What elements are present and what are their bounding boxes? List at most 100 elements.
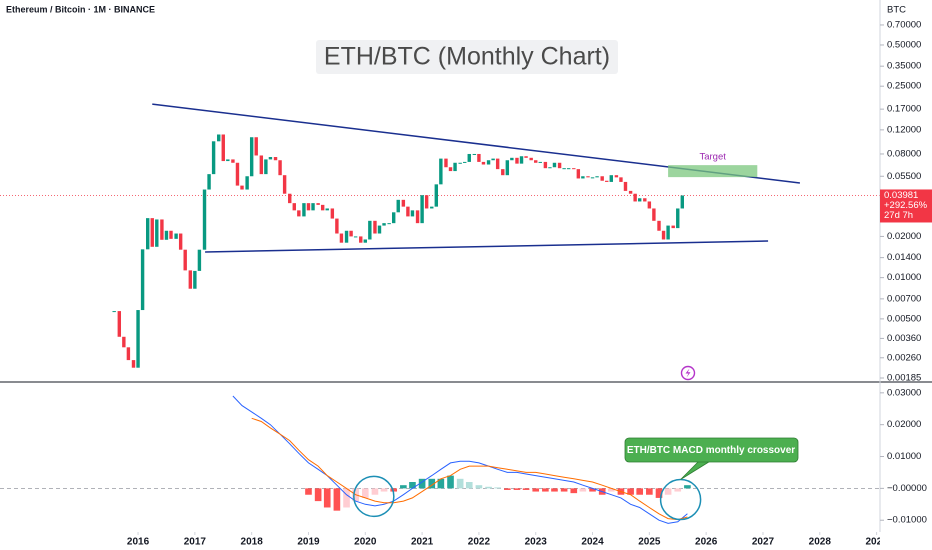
y-tick-label: 0.50000 — [887, 39, 921, 50]
candle-body — [122, 336, 126, 348]
candle-body — [448, 167, 453, 172]
candle-body — [643, 198, 647, 202]
y-tick-label: 0.00500 — [887, 313, 921, 324]
candle-body — [538, 161, 542, 163]
candle-body — [529, 157, 533, 161]
candle-body — [657, 220, 661, 231]
macd-histogram-bar — [465, 482, 473, 489]
candle-body — [282, 175, 287, 194]
candle-body — [349, 230, 353, 237]
axis-labels: 0.70000 0.50000 0.35000 0.25000 0.17000 0.120… — [880, 19, 932, 526]
currency-label: BTC — [887, 5, 906, 16]
macd-histogram-bar — [437, 478, 445, 489]
candle-body — [415, 210, 420, 224]
candle-body — [486, 160, 491, 165]
candle-body — [439, 158, 443, 185]
y-tick-label: −0.00000 — [887, 483, 927, 494]
candle-body — [292, 203, 296, 211]
symbol-header: Ethereum / Bitcoin · 1M · BINANCE — [6, 4, 155, 14]
x-tick-label: 2022 — [468, 537, 491, 548]
candle-body — [491, 158, 495, 161]
macd-histogram-bar — [361, 488, 369, 498]
candle-body — [320, 204, 325, 211]
candle-body — [406, 206, 410, 217]
macd-histogram-bar — [504, 488, 511, 490]
candle-body — [183, 249, 187, 271]
countdown-label: 27d 7h — [884, 210, 913, 221]
trend-line — [205, 240, 769, 253]
candle-body — [197, 249, 202, 271]
y-tick-label: 0.25000 — [887, 81, 921, 92]
title-background — [316, 40, 618, 74]
macd-histogram-bar — [314, 488, 322, 502]
macd-histogram-bar — [390, 488, 398, 492]
candle-body — [444, 158, 448, 168]
y-tick-label: 0.01400 — [887, 252, 921, 263]
target-zone — [668, 165, 758, 178]
y-tick-label: 0.00185 — [887, 373, 921, 384]
candle-body — [623, 181, 628, 191]
y-tick-label: 0.17000 — [887, 104, 921, 115]
x-tick-label: 2024 — [581, 537, 604, 548]
candle-body — [614, 175, 619, 178]
plot-area: 2016 2017 2018 2019 2020 2021 2022 2023 2024 2025… — [0, 103, 888, 548]
candle-body — [605, 180, 609, 182]
macd-histogram-bar — [542, 488, 549, 492]
x-tick-label: 2027 — [752, 537, 775, 548]
x-tick-label: 2029 — [865, 537, 888, 548]
candle-body — [510, 157, 514, 161]
candle-body — [434, 184, 439, 207]
candle-body — [306, 203, 311, 211]
y-tick-label: 0.02000 — [887, 231, 921, 242]
candle-body — [420, 195, 424, 224]
candle-body — [273, 157, 278, 161]
icon-ring[interactable] — [680, 365, 696, 381]
candle-body — [472, 153, 477, 155]
candle-body — [150, 218, 154, 247]
candle-body — [174, 233, 178, 239]
candle-body — [126, 347, 131, 361]
candle-body — [609, 175, 613, 182]
candle-body — [505, 160, 510, 176]
price-axis-panel — [880, 0, 932, 550]
y-tick-label: 0.01000 — [887, 272, 921, 283]
candle-body — [112, 311, 116, 313]
macd-histogram-bar — [522, 488, 530, 490]
candle-body — [424, 195, 429, 209]
x-tick-label: 2021 — [411, 537, 434, 548]
candle-body — [495, 158, 500, 170]
y-tick-label: 0.00260 — [887, 352, 921, 363]
y-tick-label: 0.02000 — [887, 419, 921, 430]
macd-histogram-bar — [646, 488, 653, 495]
replay-icon[interactable] — [680, 365, 696, 381]
candle-body — [524, 156, 528, 158]
candle-body — [311, 203, 315, 211]
macd-histogram-bar — [343, 488, 350, 508]
candle-body — [335, 218, 339, 234]
macd-histogram-bar — [674, 488, 682, 492]
candle-body — [396, 199, 400, 213]
price-label-box — [880, 189, 932, 223]
candle-body — [647, 201, 652, 209]
y-tick-label: 0.05500 — [887, 171, 921, 182]
candle-body — [515, 157, 519, 164]
macd-histogram-bar — [400, 485, 407, 489]
macd-histogram-bar — [447, 475, 454, 489]
macd-histogram-bar — [475, 485, 483, 489]
y-tick-label: 0.12000 — [887, 124, 921, 135]
macd-histogram-bar — [684, 485, 691, 489]
macd-histogram-bar — [627, 488, 634, 495]
price-label: 0.03981 — [884, 190, 918, 201]
icon-bolt[interactable] — [685, 368, 691, 378]
candle-body — [136, 310, 140, 368]
macd-histogram-bar — [636, 488, 644, 495]
y-tick-label: 0.00360 — [887, 333, 921, 344]
macd-line — [251, 417, 688, 521]
x-tick-label: 2018 — [241, 537, 264, 548]
candle-body — [595, 176, 599, 178]
candle-body — [264, 159, 268, 175]
candle-body — [353, 236, 358, 238]
candle-body — [131, 360, 136, 368]
x-tick-label: 2028 — [809, 537, 832, 548]
